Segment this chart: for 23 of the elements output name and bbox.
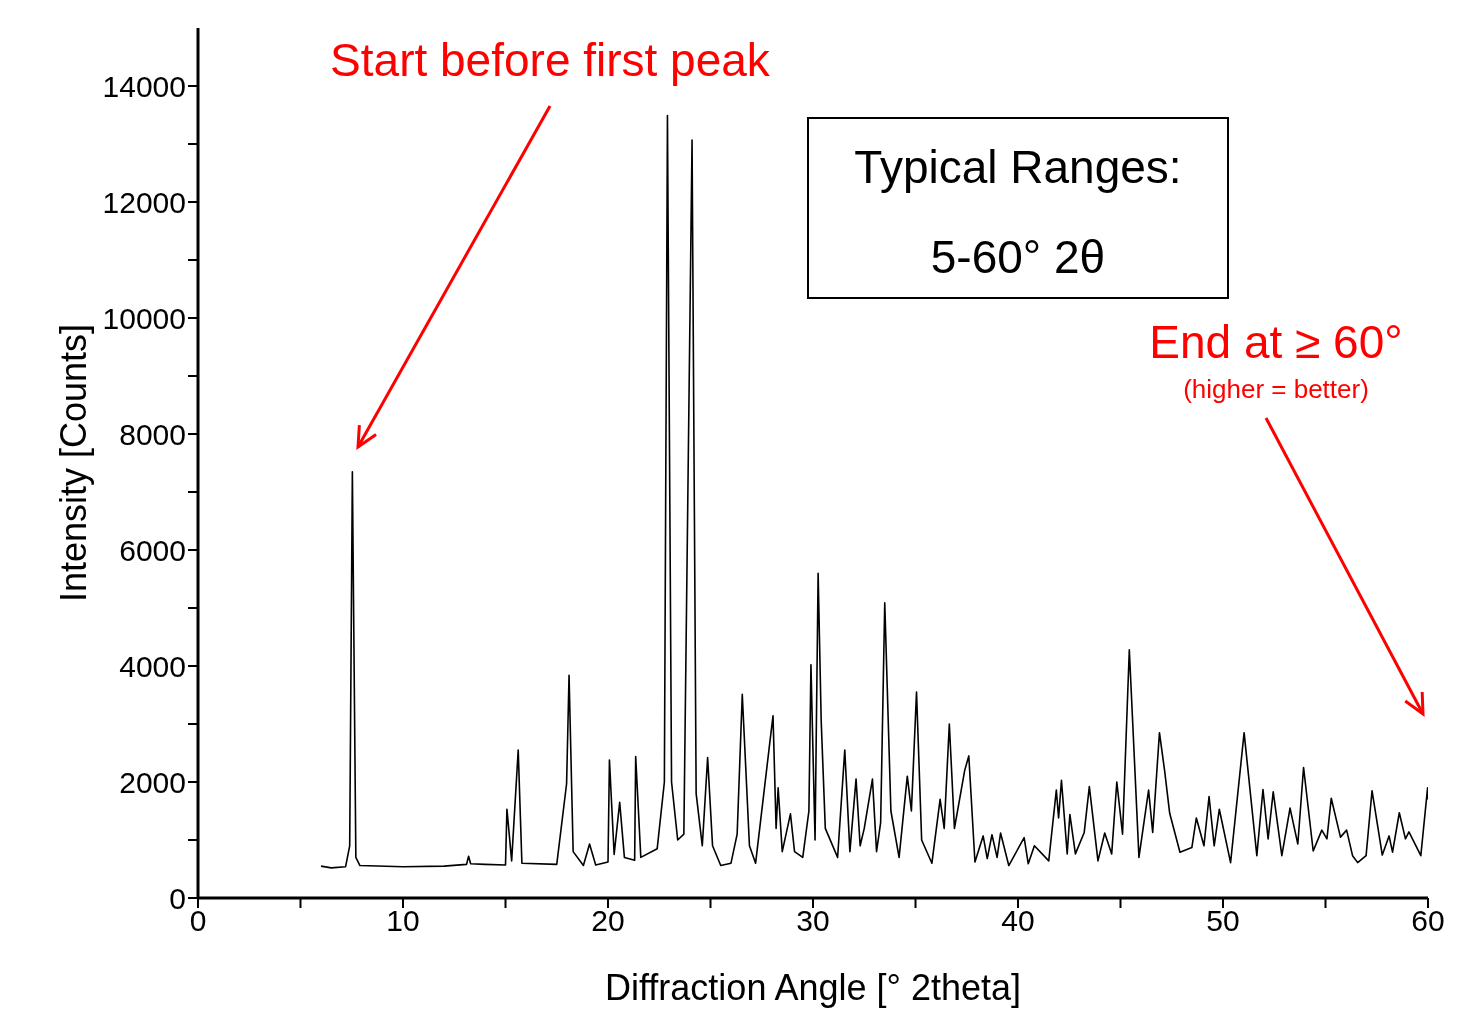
- y-tick-label: 4000: [119, 649, 186, 683]
- y-tick-label: 12000: [102, 185, 186, 219]
- x-tick-label: 10: [386, 904, 420, 938]
- x-tick-label: 30: [796, 904, 830, 938]
- x-tick-label: 40: [1001, 904, 1035, 938]
- y-tick-label: 0: [169, 881, 186, 915]
- y-tick-label: 10000: [102, 301, 186, 335]
- y-tick-label: 2000: [119, 765, 186, 799]
- annotation: End at ≥ 60°: [1149, 316, 1403, 368]
- x-axis-title: Diffraction Angle [° 2theta]: [605, 967, 1021, 1008]
- x-tick-label: 0: [189, 904, 207, 938]
- annotation: Start before first peak: [330, 34, 771, 86]
- x-tick-label: 20: [591, 904, 625, 938]
- y-axis-title: Intensity [Counts]: [52, 323, 94, 603]
- annotation: 5-60° 2θ: [930, 231, 1106, 283]
- x-tick-label: 50: [1206, 904, 1240, 938]
- line-series: [320, 114, 1428, 869]
- annotation: Typical Ranges:: [854, 141, 1182, 193]
- x-tick-label: 60: [1411, 904, 1445, 938]
- y-tick-label: 14000: [102, 69, 186, 103]
- y-tick-label: 8000: [119, 417, 186, 451]
- y-tick-label: 6000: [119, 533, 186, 567]
- annotation: (higher = better): [1183, 374, 1369, 404]
